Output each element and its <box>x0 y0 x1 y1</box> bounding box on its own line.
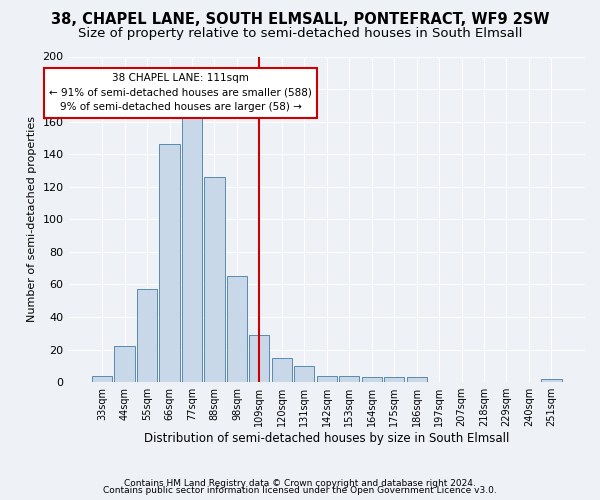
Bar <box>339 376 359 382</box>
Text: 38, CHAPEL LANE, SOUTH ELMSALL, PONTEFRACT, WF9 2SW: 38, CHAPEL LANE, SOUTH ELMSALL, PONTEFRA… <box>51 12 549 28</box>
Bar <box>541 379 562 382</box>
Text: Contains public sector information licensed under the Open Government Licence v3: Contains public sector information licen… <box>103 486 497 495</box>
Bar <box>407 378 427 382</box>
Bar <box>205 177 224 382</box>
Bar <box>362 378 382 382</box>
Text: Size of property relative to semi-detached houses in South Elmsall: Size of property relative to semi-detach… <box>78 28 522 40</box>
Y-axis label: Number of semi-detached properties: Number of semi-detached properties <box>27 116 37 322</box>
Bar <box>317 376 337 382</box>
Bar <box>115 346 134 382</box>
Bar <box>272 358 292 382</box>
Bar <box>249 335 269 382</box>
Text: Contains HM Land Registry data © Crown copyright and database right 2024.: Contains HM Land Registry data © Crown c… <box>124 478 476 488</box>
Bar <box>182 108 202 382</box>
X-axis label: Distribution of semi-detached houses by size in South Elmsall: Distribution of semi-detached houses by … <box>144 432 509 445</box>
Bar <box>384 378 404 382</box>
Bar <box>294 366 314 382</box>
Bar <box>137 290 157 382</box>
Bar <box>160 144 179 382</box>
Bar <box>227 276 247 382</box>
Bar <box>92 376 112 382</box>
Text: 38 CHAPEL LANE: 111sqm
← 91% of semi-detached houses are smaller (588)
9% of sem: 38 CHAPEL LANE: 111sqm ← 91% of semi-det… <box>49 73 312 112</box>
